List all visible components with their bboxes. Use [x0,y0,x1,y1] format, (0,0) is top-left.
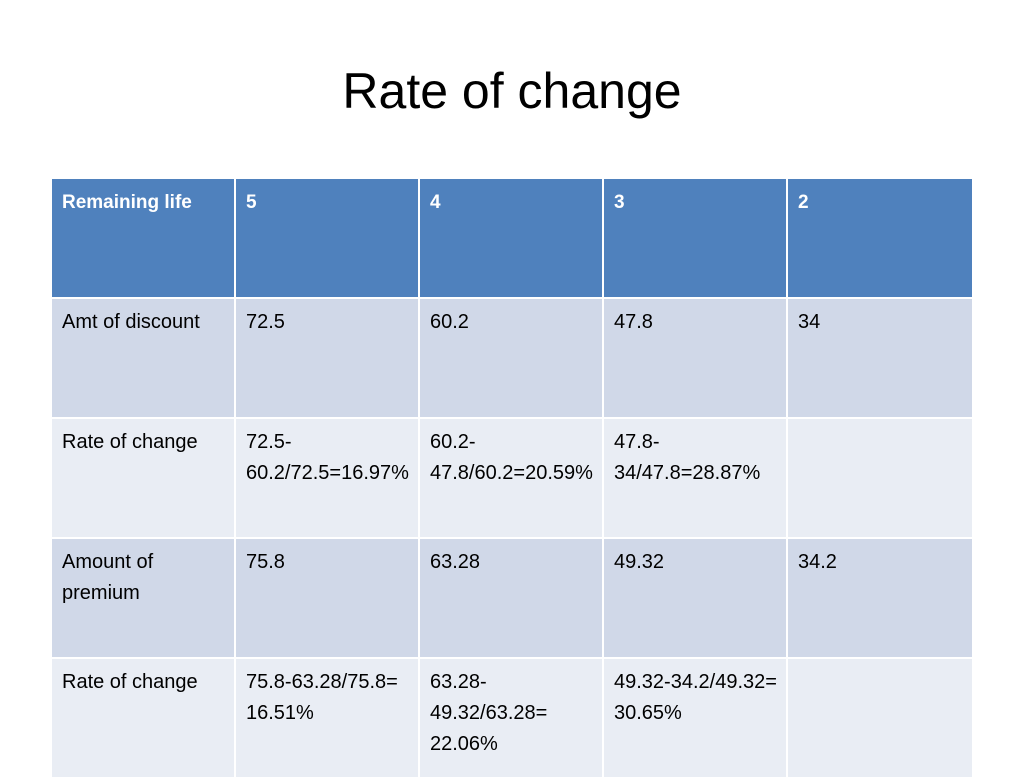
table-cell: Amount of premium [52,539,236,657]
table-cell: 47.8-34/47.8=28.87% [604,419,788,537]
header-cell: 3 [604,179,788,297]
table-row: Amount of premium 75.8 63.28 49.32 34.2 [52,539,972,659]
table-row: Rate of change 75.8-63.28/75.8= 16.51% 63.… [52,659,972,779]
table-cell: 75.8-63.28/75.8= 16.51% [236,659,420,777]
table-cell: 75.8 [236,539,420,657]
table-cell [788,419,972,537]
header-cell: 2 [798,192,809,213]
table-cell: 49.32 [604,539,788,657]
header-cell: 4 [420,179,604,297]
header-row: Remaining life 5 4 3 2 [52,179,972,299]
table-cell: 72.5 [236,299,420,417]
table-row: Rate of change 72.5-60.2/72.5=16.97% 60.2-… [52,419,972,539]
header-cell: Remaining life [52,179,236,297]
table-cell: 34 [798,311,821,333]
table-cell: Rate of change [52,419,236,537]
table: Remaining life 5 4 3 2 Amt of discount 72.5 60.… [52,179,972,779]
table-cell: 63.28 [420,539,604,657]
table-cell: 72.5-60.2/72.5=16.97% [236,419,420,537]
table-cell: 34.2 [798,551,837,573]
table-cell [788,659,972,777]
slide-title: Rate of change [342,63,682,119]
table-cell: Amt of discount [52,299,236,417]
table-cell: 47.8 [604,299,788,417]
table-cell: 60.2-47.8/60.2=20.59% [420,419,604,537]
table-cell: 49.32-34.2/49.32= 30.65% [604,659,788,777]
table-cell: 63.28-49.32/63.28= 22.06% [420,659,604,777]
table-cell: Rate of change [52,659,236,777]
table-cell: 60.2 [420,299,604,417]
table-row: Amt of discount 72.5 60.2 47.8 34 [52,299,972,419]
header-cell: 5 [236,179,420,297]
